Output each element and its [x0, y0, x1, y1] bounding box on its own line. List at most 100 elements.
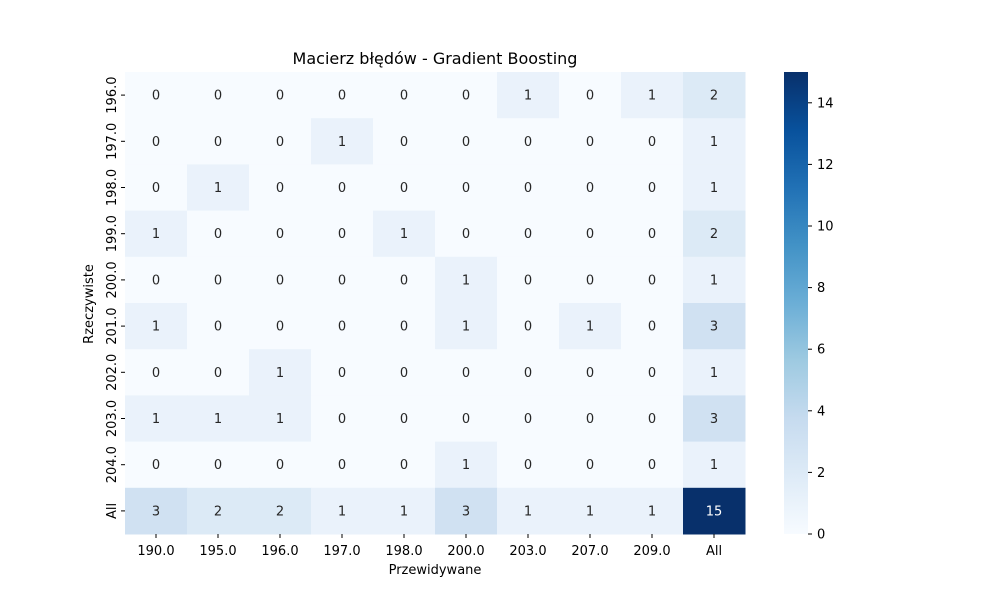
heatmap-cell — [187, 349, 250, 396]
cell-value-label: 0 — [524, 227, 532, 242]
cell-value-label: 3 — [710, 320, 718, 335]
cell-value-label: 0 — [524, 320, 532, 335]
cell-value-label: 0 — [400, 181, 408, 196]
cell-value-label: 3 — [710, 412, 718, 427]
heatmap-cell — [249, 256, 312, 304]
cell-value-label: 3 — [152, 504, 160, 519]
colorbar-tick-label: 6 — [817, 343, 825, 358]
cell-value-label: 0 — [400, 273, 408, 288]
x-tick-label: 196.0 — [261, 544, 298, 559]
heatmap-cell — [311, 210, 374, 258]
cell-value-label: 1 — [710, 135, 718, 150]
colorbar-tick-label: 0 — [817, 528, 825, 543]
colorbar-tick-label: 8 — [817, 281, 825, 296]
cell-value-label: 15 — [706, 504, 723, 519]
y-axis: 196.0 197.0 198.0 199.0 200.0 201.0 202.0 203.0… — [105, 76, 125, 519]
cell-value-label: 1 — [710, 181, 718, 196]
cell-value-label: 0 — [276, 181, 284, 196]
cell-value-label: 0 — [214, 227, 222, 242]
cell-value-label: 0 — [400, 135, 408, 150]
heatmap-cell — [497, 395, 560, 443]
cell-value-label: 0 — [462, 89, 470, 104]
heatmap-cell — [125, 210, 188, 258]
heatmap-cell — [559, 210, 622, 258]
heatmap-cell — [249, 72, 312, 119]
colorbar-tick-label: 4 — [817, 404, 825, 419]
colorbar-tick-label: 12 — [817, 158, 834, 173]
cell-value-label: 0 — [648, 181, 656, 196]
heatmap-cell — [497, 441, 560, 489]
heatmap-cell — [125, 118, 188, 165]
cell-value-label: 0 — [214, 273, 222, 288]
cell-value-label: 0 — [648, 458, 656, 473]
chart-title: Macierz błędów - Gradient Boosting — [293, 49, 578, 68]
heatmap-cell — [621, 118, 684, 165]
cell-value-label: 1 — [338, 504, 346, 519]
cell-value-label: 0 — [648, 135, 656, 150]
heatmap-cell — [125, 72, 188, 119]
heatmap-cell — [311, 164, 374, 212]
heatmap-cell — [373, 256, 436, 304]
heatmap-cell — [249, 210, 312, 258]
heatmap-cell — [559, 303, 622, 350]
cell-value-label: 0 — [338, 181, 346, 196]
cell-value-label: 0 — [524, 273, 532, 288]
cell-value-label: 0 — [338, 89, 346, 104]
heatmap-cell — [311, 256, 374, 304]
cell-value-label: 0 — [276, 320, 284, 335]
cell-value-label: 0 — [276, 135, 284, 150]
heatmap-cell — [249, 164, 312, 212]
heatmap-cell — [311, 487, 374, 535]
cell-value-label: 0 — [648, 227, 656, 242]
cell-value-label: 1 — [462, 320, 470, 335]
y-tick-label: 196.0 — [105, 76, 120, 113]
heatmap-cell — [311, 72, 374, 119]
cell-value-label: 0 — [400, 458, 408, 473]
heatmap-cell — [125, 303, 188, 350]
x-axis: 190.0 195.0 196.0 197.0 198.0 200.0 203.0 207.0… — [137, 534, 722, 559]
heatmap-cell — [559, 118, 622, 165]
heatmap-cell — [311, 118, 374, 165]
heatmap-cell — [497, 210, 560, 258]
heatmap-cell — [497, 118, 560, 165]
heatmap-cell — [125, 349, 188, 396]
cell-value-label: 1 — [586, 504, 594, 519]
cell-value-label: 0 — [214, 89, 222, 104]
cell-value-label: 0 — [214, 366, 222, 381]
cell-value-label: 1 — [524, 504, 532, 519]
cell-value-label: 0 — [276, 273, 284, 288]
heatmap-cell — [559, 395, 622, 443]
heatmap-cell — [435, 441, 498, 489]
cell-value-label: 0 — [462, 227, 470, 242]
heatmap-cell — [435, 349, 498, 396]
cell-value-label: 1 — [338, 135, 346, 150]
colorbar — [784, 72, 808, 534]
cell-value-label: 1 — [152, 320, 160, 335]
y-tick-label: All — [105, 503, 120, 519]
cell-value-label: 1 — [276, 412, 284, 427]
y-tick-label: 204.0 — [105, 446, 120, 483]
colorbar-tick-label: 2 — [817, 466, 825, 481]
cell-annotations: 0 0 0 0 0 0 1 0 1 2 0 0 0 1 0 0 0 0 0 1 0 1 0 0 0 0 0 0 0 1 1 0 0 0 1 0 0 0 0 2… — [152, 89, 722, 520]
cell-value-label: 0 — [586, 366, 594, 381]
y-tick-label: 198.0 — [105, 169, 120, 206]
cell-value-label: 3 — [462, 504, 470, 519]
cell-value-label: 0 — [276, 458, 284, 473]
x-tick-label: 203.0 — [509, 544, 546, 559]
cell-value-label: 0 — [338, 320, 346, 335]
cell-value-label: 0 — [214, 135, 222, 150]
cell-value-label: 2 — [710, 227, 718, 242]
heatmap-cell — [311, 303, 374, 350]
y-axis-label: Rzeczywiste — [82, 264, 97, 344]
cell-value-label: 0 — [400, 366, 408, 381]
cell-value-label: 1 — [152, 227, 160, 242]
cell-value-label: 2 — [276, 504, 284, 519]
heatmap-cell — [621, 487, 684, 535]
heatmap-cell — [187, 210, 250, 258]
colorbar-tick-label: 14 — [817, 96, 834, 111]
heatmap-cell — [497, 303, 560, 350]
x-tick-label: 207.0 — [571, 544, 608, 559]
cell-value-label: 0 — [586, 412, 594, 427]
heatmap-cell — [435, 72, 498, 119]
heatmap-cell — [559, 256, 622, 304]
